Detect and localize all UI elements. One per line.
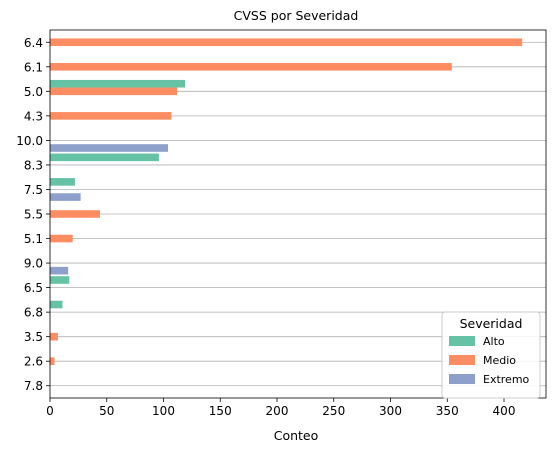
bar-extremo bbox=[50, 193, 81, 201]
axes: 6.4 6.1 5.0 4.3 10.0 8.3 7.5 5.5 5.1 9.0 6.5 6.8 3.5… bbox=[16, 29, 547, 418]
bar-medio bbox=[50, 63, 452, 71]
bars bbox=[50, 38, 523, 365]
legend-title: Severidad bbox=[460, 316, 523, 331]
bar-medio bbox=[50, 357, 55, 365]
x-axis-label: Conteo bbox=[274, 428, 319, 443]
y-tick-label: 4.3 bbox=[24, 109, 43, 123]
y-tick-label: 6.8 bbox=[24, 306, 43, 320]
x-tick-label: 50 bbox=[99, 404, 114, 418]
y-tick-label: 2.6 bbox=[24, 355, 43, 369]
y-tick-label: 6.1 bbox=[24, 60, 43, 74]
x-tick-label: 100 bbox=[152, 404, 175, 418]
legend-swatch-alto bbox=[449, 336, 475, 346]
x-tick-label: 250 bbox=[322, 404, 345, 418]
y-tick-label: 7.5 bbox=[24, 183, 43, 197]
bar-medio bbox=[50, 234, 73, 243]
x-tick-label: 0 bbox=[46, 404, 54, 418]
bar-alto bbox=[50, 276, 70, 284]
legend-swatch-extremo bbox=[449, 374, 475, 384]
y-tick-label: 7.8 bbox=[24, 379, 43, 393]
y-tick-label: 6.5 bbox=[24, 281, 43, 295]
bar-extremo bbox=[50, 144, 169, 152]
x-tick-label: 400 bbox=[493, 404, 516, 418]
x-tick-label: 200 bbox=[266, 404, 289, 418]
bar-extremo bbox=[50, 266, 69, 275]
y-tick-label: 3.5 bbox=[24, 330, 43, 344]
plot-frame bbox=[49, 29, 547, 399]
bar-medio bbox=[50, 210, 100, 218]
bar-medio bbox=[50, 38, 523, 47]
y-tick-label: 6.4 bbox=[24, 36, 43, 50]
y-tick-label: 5.1 bbox=[24, 232, 43, 246]
x-tick-label: 350 bbox=[436, 404, 459, 418]
legend-swatch-medio bbox=[449, 355, 475, 365]
y-tick-label: 9.0 bbox=[24, 257, 43, 271]
chart-title: CVSS por Severidad bbox=[234, 8, 359, 23]
y-tick-label: 5.5 bbox=[24, 208, 43, 222]
bar-alto bbox=[50, 153, 159, 162]
legend: Severidad Alto Medio Extremo bbox=[441, 311, 541, 399]
legend-label-alto: Alto bbox=[483, 335, 505, 348]
y-tick-label: 10.0 bbox=[16, 134, 43, 148]
bar-alto bbox=[50, 178, 75, 186]
bar-medio bbox=[50, 87, 178, 96]
legend-label-medio: Medio bbox=[483, 354, 516, 367]
bar-medio bbox=[50, 112, 172, 120]
legend-label-extremo: Extremo bbox=[483, 373, 530, 386]
bar-alto bbox=[50, 79, 186, 88]
x-tick-label: 300 bbox=[379, 404, 402, 418]
x-tick-label: 150 bbox=[209, 404, 232, 418]
bar-alto bbox=[50, 300, 63, 309]
y-tick-label: 5.0 bbox=[24, 85, 43, 99]
y-tick-label: 8.3 bbox=[24, 158, 43, 172]
bar-medio bbox=[50, 332, 58, 341]
